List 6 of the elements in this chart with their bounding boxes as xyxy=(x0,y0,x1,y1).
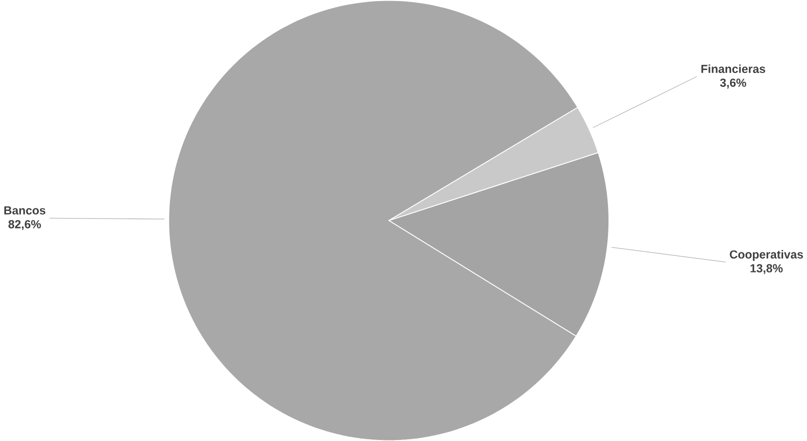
data-label: 3,6% xyxy=(720,78,746,89)
data-label: 13,8% xyxy=(750,264,783,274)
data-label: 82,6% xyxy=(8,220,41,230)
slice-label: Financieras xyxy=(701,64,766,74)
slice-label: Bancos xyxy=(4,206,46,215)
slice-label: Cooperativas xyxy=(730,250,803,261)
